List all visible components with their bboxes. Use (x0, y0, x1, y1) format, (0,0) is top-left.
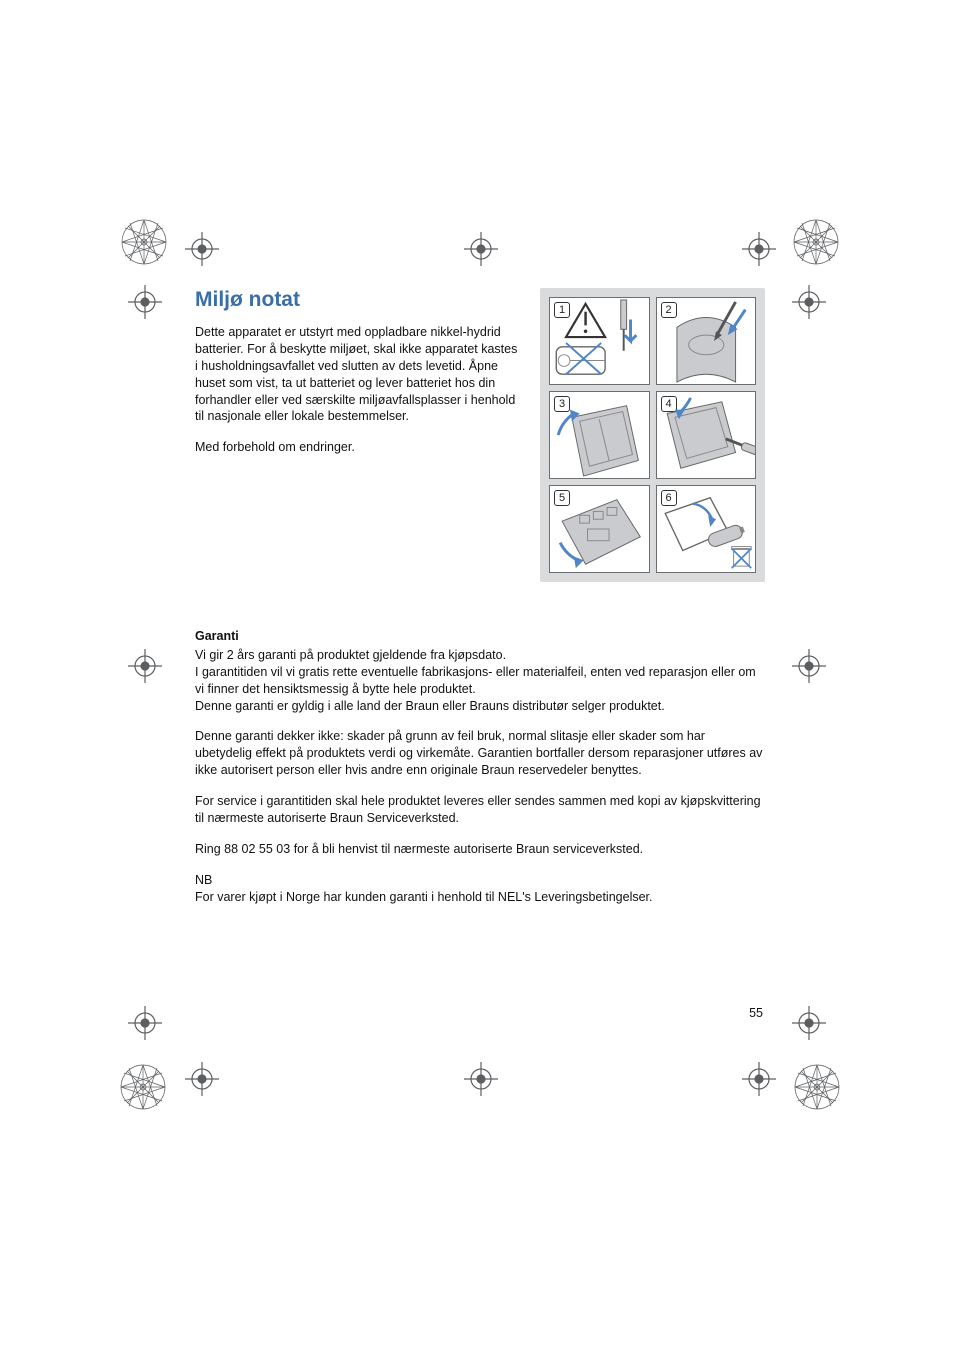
crosshair-mark (742, 1062, 776, 1096)
warranty-p2: I garantitiden vil vi gratis rette event… (195, 664, 765, 698)
warranty-section: Garanti Vi gir 2 års garanti på produkte… (195, 628, 765, 905)
diagram-cell-3: 3 (549, 391, 650, 479)
crosshair-mark (464, 232, 498, 266)
crosshair-mark (128, 285, 162, 319)
environment-p1: Dette apparatet er utstyrt med oppladbar… (195, 324, 522, 425)
warranty-p1: Vi gir 2 års garanti på produktet gjelde… (195, 647, 765, 664)
warranty-p7: For varer kjøpt i Norge har kunden garan… (195, 889, 765, 906)
environment-p2: Med forbehold om endringer. (195, 439, 522, 456)
page-content: Miljø notat Dette apparatet er utstyrt m… (195, 288, 765, 919)
crosshair-mark (792, 285, 826, 319)
rosette-mark (119, 1063, 167, 1111)
rosette-mark (120, 218, 168, 266)
environment-body: Dette apparatet er utstyrt med oppladbar… (195, 324, 522, 456)
diagram-cell-5: 5 (549, 485, 650, 573)
warranty-p3: Denne garanti er gyldig i alle land der … (195, 698, 765, 715)
diagram-illustration-6 (657, 486, 756, 572)
crosshair-mark (128, 649, 162, 683)
warranty-p4: Denne garanti dekker ikke: skader på gru… (195, 728, 765, 779)
diagram-illustration-5 (550, 486, 649, 572)
disposal-diagram-column: 1 (540, 288, 765, 582)
crosshair-mark (792, 1006, 826, 1040)
disposal-diagram-panel: 1 (540, 288, 765, 582)
diagram-illustration-4 (657, 392, 756, 478)
crosshair-mark (464, 1062, 498, 1096)
diagram-illustration-1 (550, 298, 649, 384)
warranty-nb-label: NB (195, 872, 765, 889)
top-two-column: Miljø notat Dette apparatet er utstyrt m… (195, 288, 765, 582)
environment-heading: Miljø notat (195, 288, 522, 312)
crosshair-mark (742, 232, 776, 266)
diagram-illustration-3 (550, 392, 649, 478)
crosshair-mark (185, 1062, 219, 1096)
diagram-cell-1: 1 (549, 297, 650, 385)
diagram-cell-4: 4 (656, 391, 757, 479)
rosette-mark (792, 218, 840, 266)
crosshair-mark (128, 1006, 162, 1040)
crosshair-mark (185, 232, 219, 266)
warranty-p5: For service i garantitiden skal hele pro… (195, 793, 765, 827)
diagram-illustration-2 (657, 298, 756, 384)
diagram-cell-6: 6 (656, 485, 757, 573)
disposal-diagram-grid: 1 (549, 297, 756, 573)
warranty-title: Garanti (195, 628, 765, 645)
environment-notice-column: Miljø notat Dette apparatet er utstyrt m… (195, 288, 522, 582)
crosshair-mark (792, 649, 826, 683)
page-number: 55 (749, 1006, 763, 1020)
rosette-mark (793, 1063, 841, 1111)
warranty-p6: Ring 88 02 55 03 for å bli henvist til n… (195, 841, 765, 858)
diagram-cell-2: 2 (656, 297, 757, 385)
